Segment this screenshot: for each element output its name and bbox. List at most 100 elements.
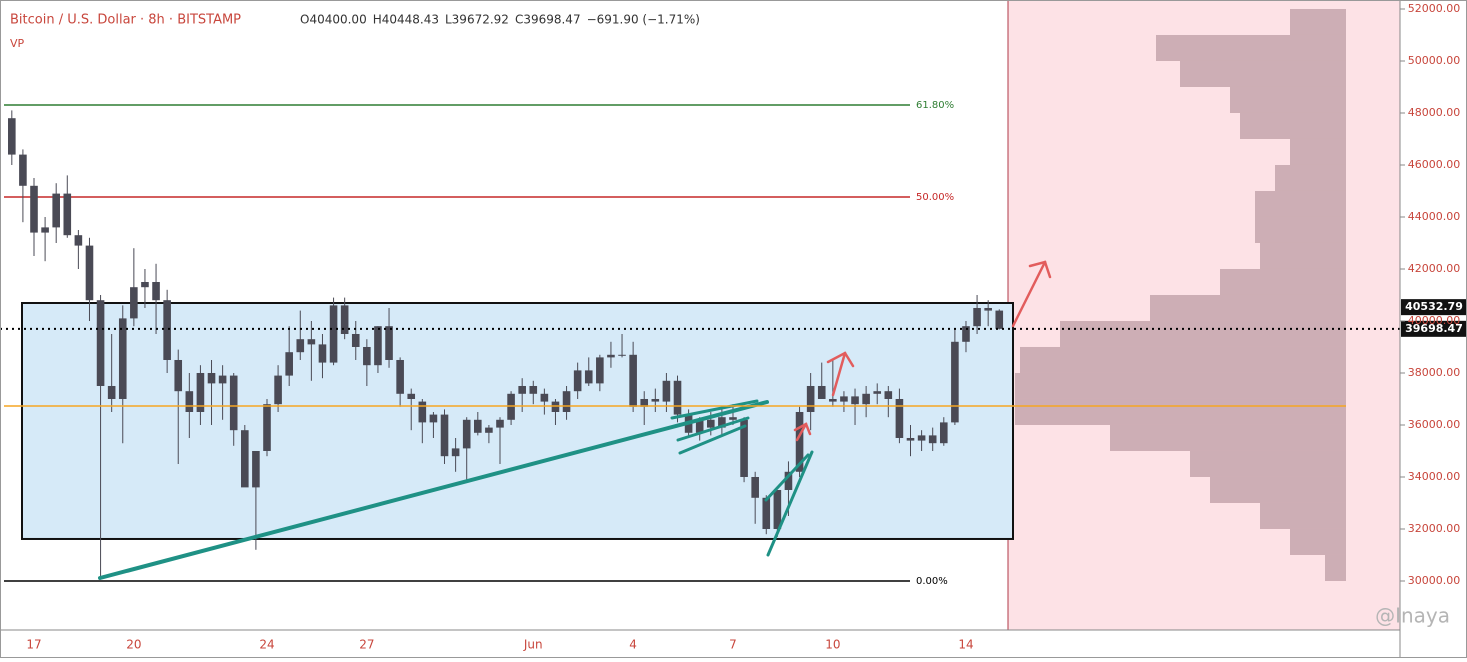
candle-body <box>196 372 205 412</box>
candle-body <box>174 359 183 392</box>
y-tick-label: 42000.00 <box>1408 262 1461 275</box>
candle-body <box>318 344 327 363</box>
legend-value: H40448.43 <box>373 13 439 27</box>
candle-body <box>784 471 793 490</box>
candle-body <box>540 393 549 402</box>
price-tag <box>1401 299 1467 316</box>
volume-bar <box>1150 294 1346 321</box>
candle-body <box>440 414 449 457</box>
candle-body <box>662 380 671 402</box>
candle-body <box>673 380 682 415</box>
candle-body <box>418 401 427 423</box>
candle-body <box>651 398 660 402</box>
candle-body <box>407 393 416 399</box>
x-tick-label: 4 <box>629 638 637 652</box>
candle-body <box>74 235 83 246</box>
candle-body <box>584 370 593 384</box>
volume-bar <box>1230 86 1346 113</box>
candle-body <box>429 414 438 423</box>
candle-body <box>695 419 704 433</box>
y-tick-label: 32000.00 <box>1408 522 1461 535</box>
x-tick-label: 24 <box>259 638 274 652</box>
candle-body <box>529 385 538 394</box>
watermark: @Inaya <box>1375 604 1450 628</box>
trend-line <box>764 453 810 502</box>
candle-body <box>551 401 560 412</box>
candle-body <box>485 427 493 433</box>
candle-body <box>507 393 515 420</box>
y-tick-label: 44000.00 <box>1408 210 1461 223</box>
candle-body <box>451 448 460 457</box>
candle-body <box>263 404 271 451</box>
candle-body <box>751 476 759 498</box>
y-tick-label: 52000.00 <box>1408 2 1461 15</box>
candle-body <box>118 318 127 399</box>
candle-body <box>351 333 360 347</box>
trend-line <box>98 400 769 580</box>
legend-value: −691.90 (−1.71%) <box>587 13 700 27</box>
candle-body <box>229 375 238 431</box>
candle-body <box>851 396 859 405</box>
legend-value: O40400.00 <box>300 13 367 27</box>
volume-bar <box>1290 138 1346 165</box>
fib-label: 61.80% <box>916 100 954 111</box>
candle-body <box>773 489 782 529</box>
candle-body <box>385 326 393 360</box>
volume-bar <box>1260 242 1346 269</box>
candle-body <box>8 118 16 155</box>
candle-body <box>862 393 870 405</box>
indicator-label: VP <box>10 37 25 50</box>
candle-body <box>984 307 992 311</box>
arrow <box>831 351 847 397</box>
candle-body <box>895 398 904 438</box>
y-tick-label: 40000.00 <box>1408 314 1461 327</box>
candle-body <box>873 391 882 394</box>
candle-body <box>496 419 504 428</box>
y-tick-label: 34000.00 <box>1408 470 1461 483</box>
candle-body <box>252 450 260 488</box>
candle-body <box>951 341 959 423</box>
volume-bar <box>1275 164 1346 191</box>
candle-body <box>829 398 837 402</box>
volume-bar <box>1290 8 1346 35</box>
candle-body <box>973 307 981 327</box>
y-tick-label: 36000.00 <box>1408 418 1461 431</box>
candle-body <box>928 435 937 444</box>
candle-body <box>307 339 316 345</box>
volume-bar <box>1020 346 1346 373</box>
candle-body <box>30 185 38 233</box>
range-box <box>21 302 1014 540</box>
x-tick-label: 27 <box>359 638 374 652</box>
x-tick-label: Jun <box>523 638 543 652</box>
candle-body <box>906 437 915 441</box>
candle-body <box>130 287 138 319</box>
trend-line <box>678 424 747 455</box>
candle-body <box>329 305 338 363</box>
legend-value: L39672.92 <box>445 13 509 27</box>
candle-body <box>52 193 60 228</box>
candle-body <box>163 300 171 360</box>
candle-body <box>107 385 116 399</box>
volume-bar <box>1220 268 1346 295</box>
volume-bar <box>1110 424 1346 451</box>
volume-bar <box>1240 112 1346 139</box>
x-tick-label: 20 <box>126 638 141 652</box>
arrow <box>795 422 808 442</box>
volume-bar <box>1060 320 1346 347</box>
candle-body <box>396 359 404 394</box>
x-tick-label: 17 <box>26 638 41 652</box>
y-tick-label: 30000.00 <box>1408 574 1461 587</box>
candle-body <box>840 396 848 402</box>
candle-body <box>640 398 649 407</box>
arrow <box>1011 260 1047 328</box>
volume-bar <box>1180 60 1346 87</box>
candle-body <box>374 326 382 366</box>
volume-bar <box>1255 190 1346 217</box>
candle-body <box>85 245 94 301</box>
candle-body <box>462 419 471 449</box>
volume-bar <box>1260 502 1346 529</box>
price-tag-label: 39698.47 <box>1405 322 1463 335</box>
candle-body <box>729 417 737 420</box>
candle-body <box>706 419 715 428</box>
